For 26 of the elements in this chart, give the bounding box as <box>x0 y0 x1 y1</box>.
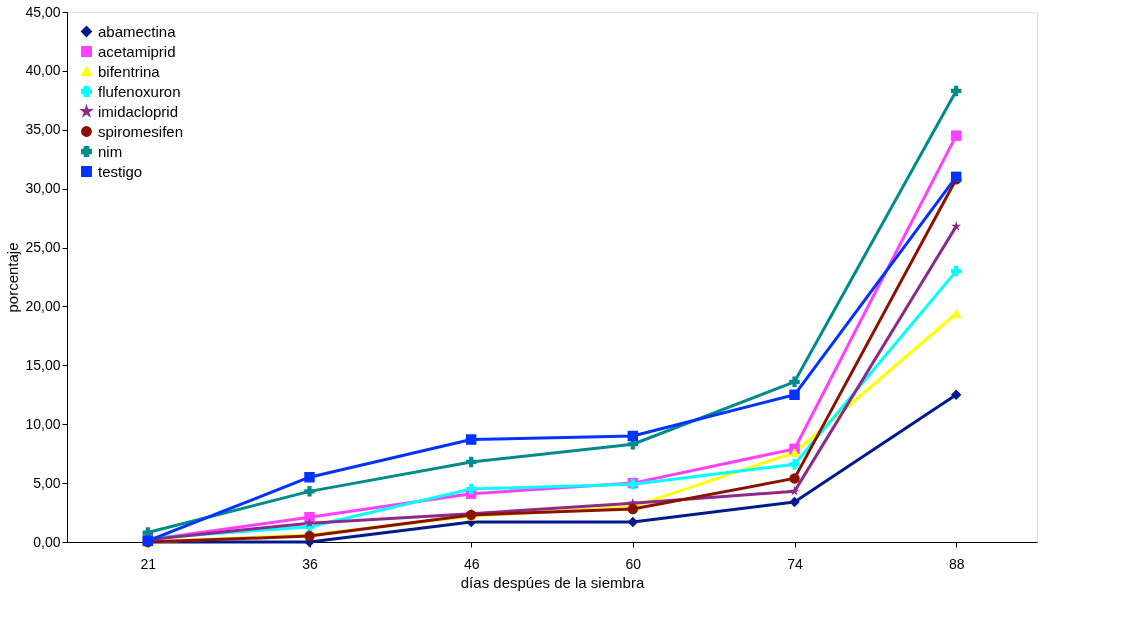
y-tick-label: 0,00 <box>33 533 61 550</box>
legend-label: spiromesifen <box>98 122 184 140</box>
y-tick-label: 15,00 <box>25 356 61 373</box>
x-tick-label: 46 <box>463 555 480 572</box>
legend-label: testigo <box>98 162 143 180</box>
x-tick-label: 74 <box>787 555 803 572</box>
legend-label: nim <box>98 142 123 160</box>
y-tick-label: 30,00 <box>25 180 61 197</box>
y-tick-label: 45,00 <box>25 3 61 20</box>
x-tick-label: 88 <box>948 555 965 572</box>
y-tick-label: 25,00 <box>25 239 61 256</box>
legend-label: bifentrina <box>98 62 161 80</box>
x-axis-title: días despúes de la siembra <box>460 573 645 591</box>
y-tick-label: 5,00 <box>33 474 61 491</box>
x-tick-label: 60 <box>625 555 642 572</box>
y-axis-title: porcentaje <box>4 242 22 313</box>
legend-label: abamectina <box>98 22 177 40</box>
legend-label: flufenoxuron <box>98 82 181 100</box>
y-tick-label: 35,00 <box>25 121 61 138</box>
legend-label: imidacloprid <box>98 102 179 120</box>
y-tick-label: 40,00 <box>25 62 61 79</box>
x-tick-label: 21 <box>140 555 157 572</box>
y-tick-label: 20,00 <box>25 297 61 314</box>
x-tick-label: 36 <box>302 555 318 572</box>
legend-label: acetamiprid <box>98 42 176 60</box>
y-tick-label: 10,00 <box>25 415 61 432</box>
